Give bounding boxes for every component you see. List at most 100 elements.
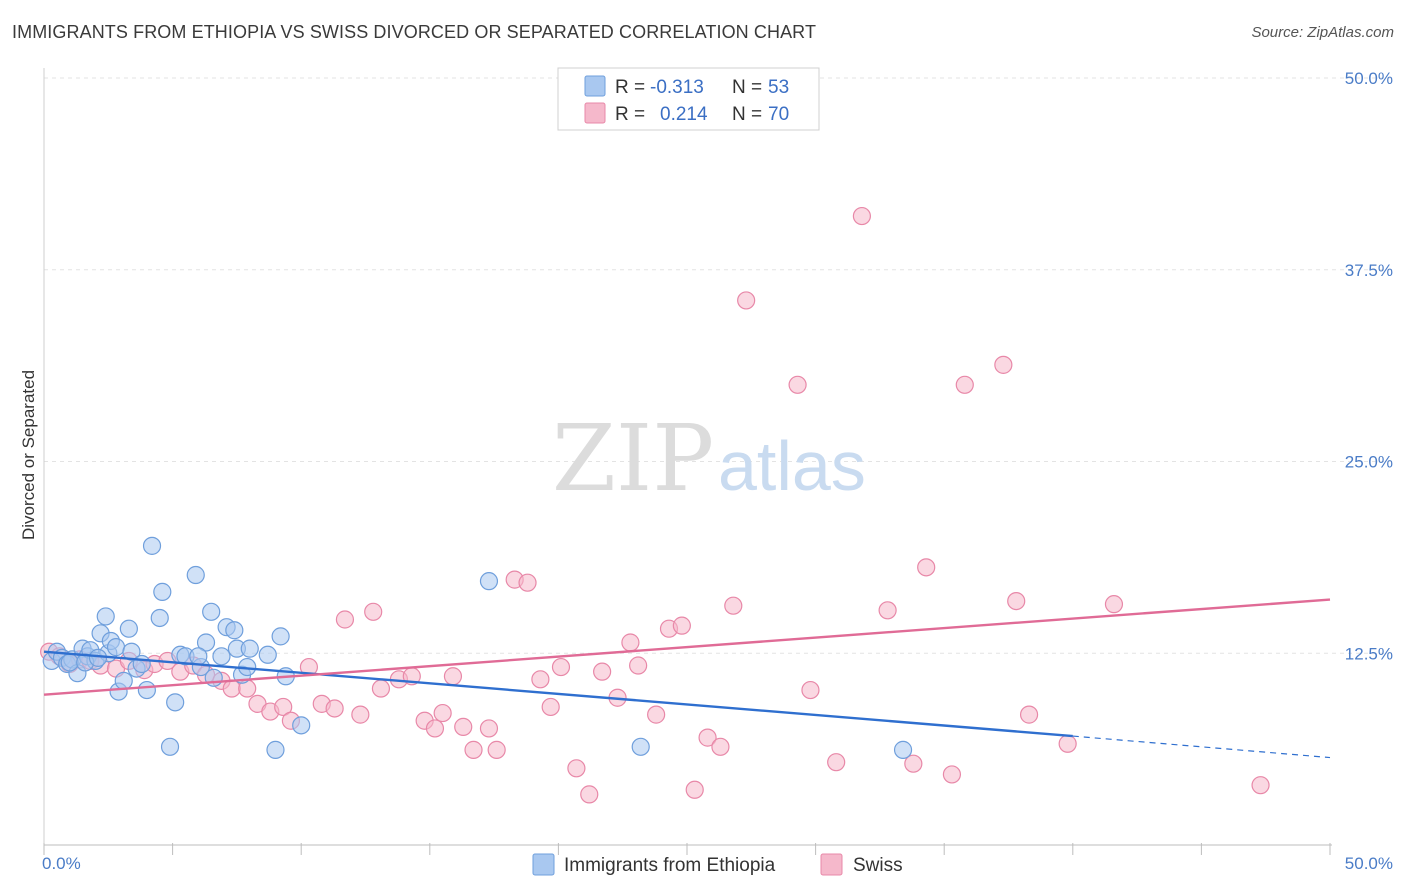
ethiopia-point-20 — [132, 654, 151, 674]
swiss-point-58 — [801, 680, 820, 700]
legend-n-label-swiss: N = — [732, 104, 762, 125]
swiss-point-63 — [917, 558, 936, 577]
ethiopia-trend-line — [43, 650, 1073, 738]
swiss-point-45 — [593, 662, 612, 681]
ethiopia-point-45 — [292, 716, 311, 735]
swiss-point-53 — [698, 728, 717, 747]
chart-title: IMMIGRANTS FROM ETHIOPIA VS SWISS DIVORC… — [12, 22, 817, 42]
swiss-point-66 — [994, 355, 1013, 374]
legend-n-value-ethiopia: 53 — [768, 77, 789, 98]
watermark-atlas: atlas — [718, 427, 866, 505]
swiss-point-36 — [479, 719, 499, 738]
swiss-point-55 — [724, 596, 743, 615]
swiss-point-48 — [629, 656, 648, 675]
ethiopia-point-43 — [271, 627, 290, 646]
ethiopia-point-18 — [122, 642, 141, 661]
swiss-point-23 — [325, 699, 344, 718]
y-tick-label-3: 50.0% — [1345, 69, 1393, 88]
gridlines — [44, 77, 1392, 654]
ethiopia-point-16 — [114, 671, 133, 690]
ethiopia-point-52 — [88, 648, 108, 667]
swiss-point-51 — [672, 616, 691, 635]
x-tick-label-0: 0.0% — [42, 854, 81, 873]
swiss-point-70 — [1104, 595, 1124, 614]
swiss-point-26 — [364, 602, 383, 621]
ethiopia-point-22 — [142, 536, 162, 555]
swiss-point-59 — [827, 753, 846, 772]
swiss-point-34 — [454, 717, 473, 736]
swiss-point-33 — [443, 667, 463, 686]
ethiopia-point-23 — [150, 608, 169, 628]
legend-swatch-swiss — [584, 102, 606, 124]
bottom-legend-label-swiss: Swiss — [853, 855, 903, 876]
swiss-point-25 — [351, 705, 370, 724]
swiss-point-47 — [621, 633, 640, 652]
legend-r-value-swiss: 0.214 — [660, 104, 708, 125]
legend-swatch-ethiopia — [584, 75, 606, 97]
legend-r-label-ethiopia: R = — [615, 77, 645, 98]
ethiopia-trend-extension — [1072, 735, 1331, 759]
ethiopia-point-11 — [96, 607, 115, 626]
swiss-point-54 — [711, 737, 730, 756]
legend-n-label-ethiopia: N = — [732, 77, 762, 98]
swiss-point-61 — [878, 601, 897, 620]
swiss-point-35 — [464, 740, 483, 759]
ethiopia-point-24 — [153, 582, 172, 601]
ethiopia-point-40 — [240, 639, 259, 658]
swiss-point-69 — [1058, 734, 1077, 753]
swiss-point-68 — [1019, 705, 1039, 724]
swiss-trend-line — [43, 598, 1331, 696]
legend-r-label-swiss: R = — [615, 104, 645, 125]
swiss-point-64 — [942, 765, 962, 784]
bottom-legend-swatch-ethiopia — [532, 853, 555, 876]
swiss-point-19 — [274, 697, 293, 717]
legend-n-value-swiss: 70 — [768, 104, 789, 125]
ethiopia-point-48 — [893, 740, 913, 759]
bottom-legend: Immigrants from Ethiopia Swiss — [532, 853, 903, 876]
swiss-point-71 — [1251, 776, 1270, 795]
swiss-point-62 — [904, 754, 923, 773]
swiss-point-41 — [541, 697, 560, 717]
swiss-point-24 — [335, 610, 355, 629]
trend-lines — [43, 598, 1331, 759]
tick-labels: 12.5% 25.0% 37.5% 50.0% 0.0% 50.0% — [42, 69, 1393, 873]
x-tick-label-1: 50.0% — [1345, 854, 1393, 873]
y-axis-title: Divorced or Separated — [19, 370, 38, 540]
swiss-point-60 — [852, 206, 871, 226]
swiss-point-39 — [518, 573, 537, 592]
ethiopia-point-25 — [160, 737, 180, 756]
axes — [43, 68, 1332, 855]
ethiopia-point-29 — [186, 565, 205, 585]
bottom-legend-swatch-swiss — [820, 853, 843, 876]
swiss-point-37 — [487, 740, 506, 759]
swiss-point-42 — [551, 657, 571, 677]
swiss-point-52 — [685, 780, 704, 799]
ethiopia-point-36 — [225, 621, 244, 640]
swiss-point-57 — [788, 375, 807, 394]
swiss-point-40 — [531, 670, 550, 689]
y-tick-label-2: 37.5% — [1345, 261, 1393, 280]
ethiopia-point-31 — [196, 633, 216, 652]
swiss-point-65 — [955, 375, 974, 394]
ethiopia-point-41 — [258, 645, 277, 664]
swiss-point-56 — [737, 291, 756, 310]
swiss-point-27 — [371, 679, 391, 698]
ethiopia-point-14 — [106, 638, 126, 657]
legend-r-value-ethiopia: -0.313 — [650, 77, 704, 98]
ethiopia-point-49 — [60, 653, 79, 672]
swiss-point-67 — [1007, 591, 1026, 611]
ethiopia-point-51 — [189, 647, 208, 666]
watermark-zip: ZIP — [552, 405, 714, 512]
ethiopia-point-32 — [202, 602, 221, 621]
source-credit: Source: ZipAtlas.com — [1251, 24, 1394, 41]
legend: R = -0.313 N = 53 R = 0.214 N = 70 — [557, 67, 820, 131]
ethiopia-points — [42, 536, 913, 759]
ethiopia-point-46 — [479, 572, 499, 591]
ethiopia-point-42 — [266, 740, 285, 759]
swiss-point-44 — [580, 785, 599, 804]
y-tick-label-1: 25.0% — [1345, 453, 1393, 472]
ethiopia-point-26 — [166, 693, 185, 712]
bottom-legend-label-ethiopia: Immigrants from Ethiopia — [564, 855, 776, 876]
ethiopia-point-47 — [631, 737, 650, 756]
swiss-point-49 — [647, 705, 666, 724]
